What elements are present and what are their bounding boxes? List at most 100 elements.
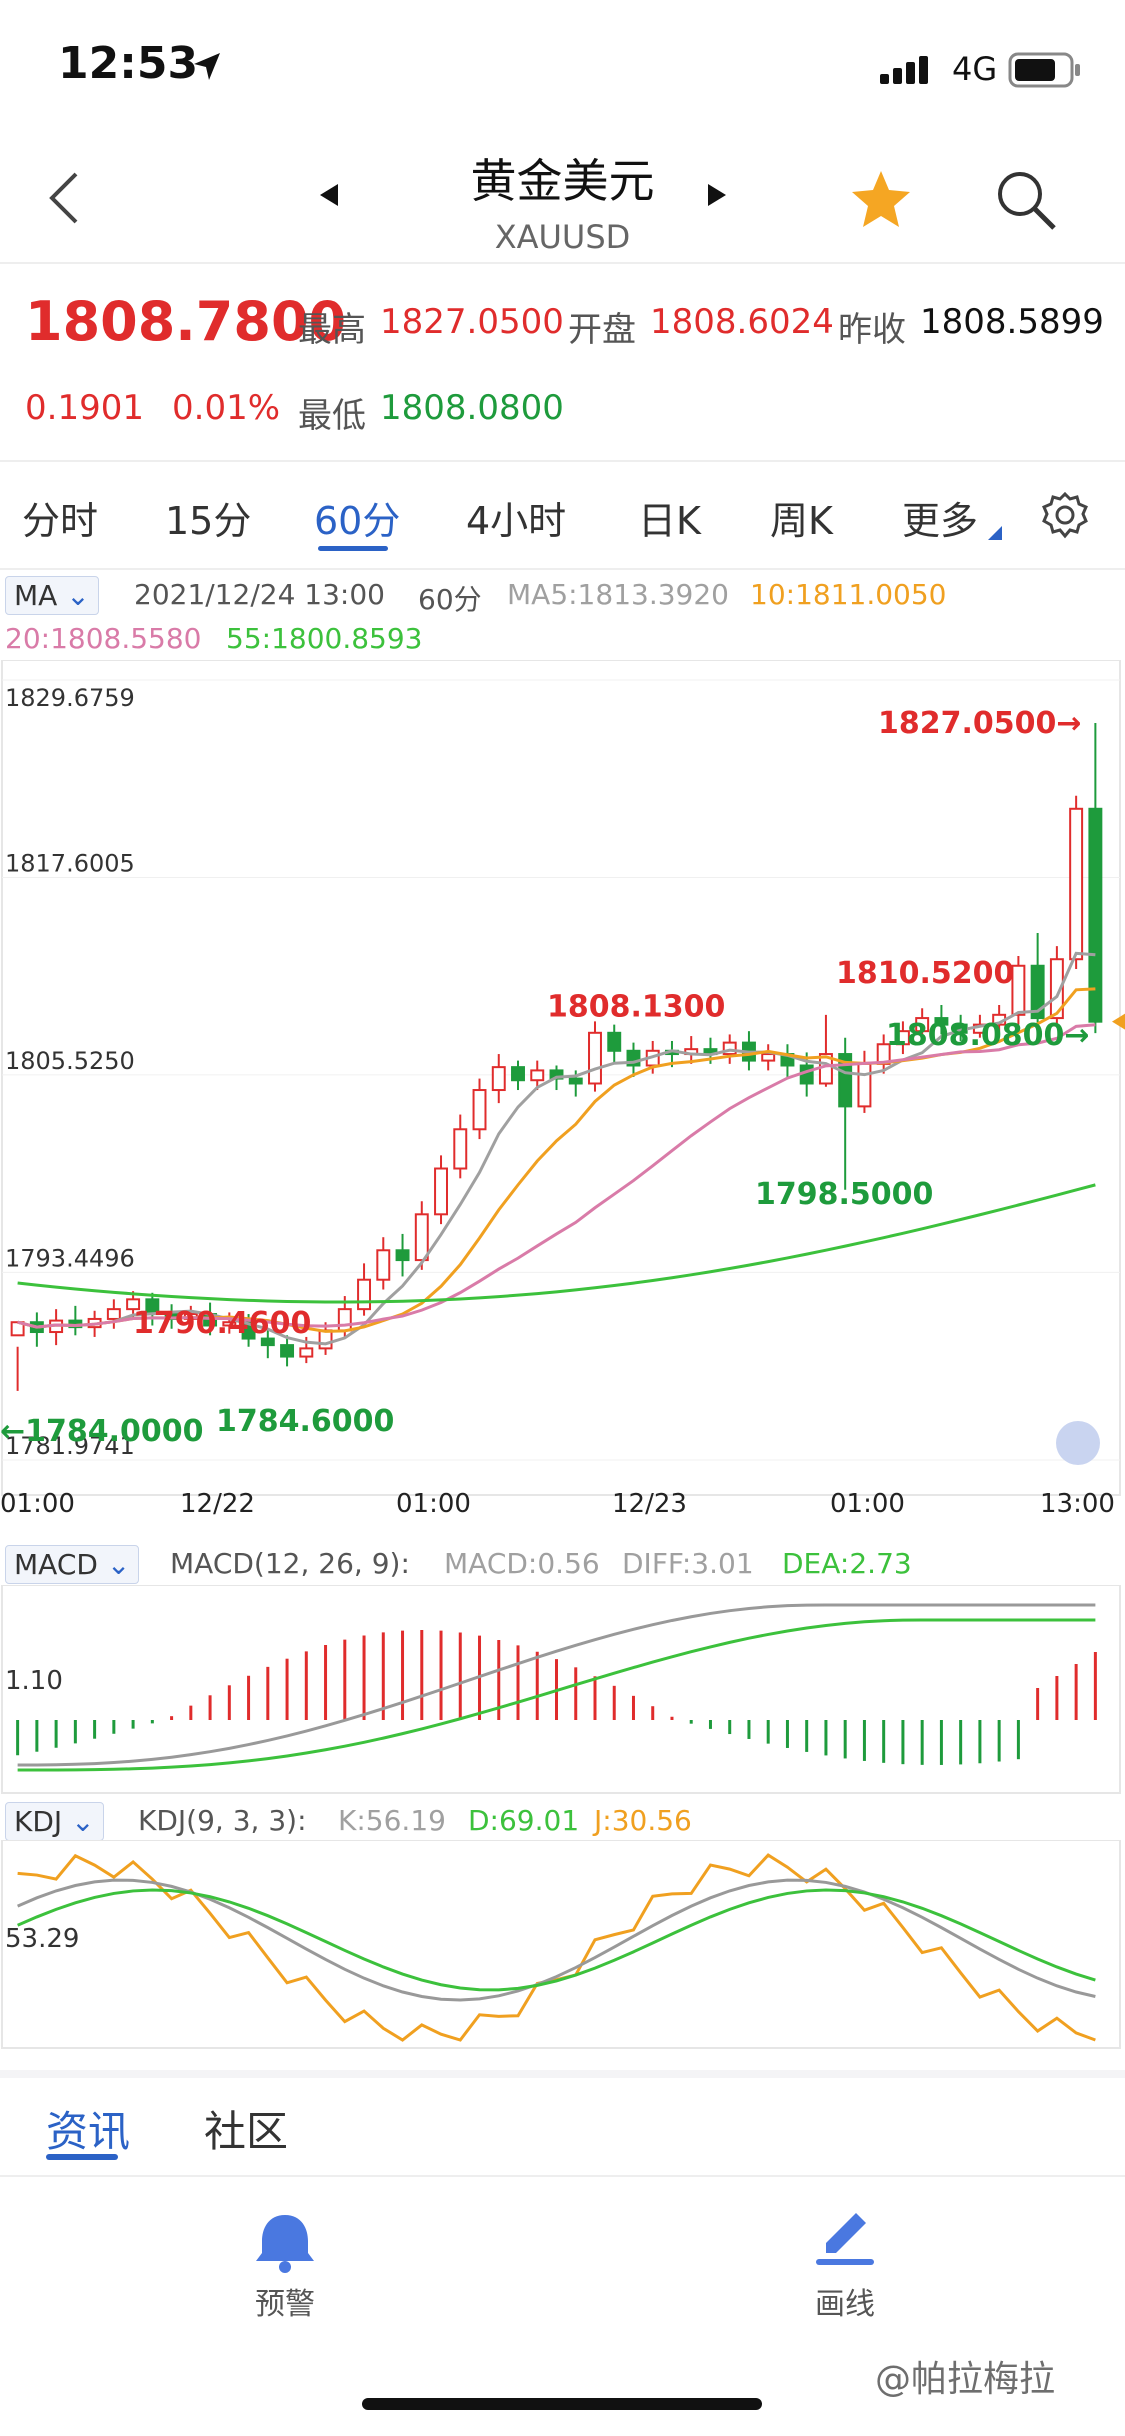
search-icon[interactable] bbox=[992, 166, 1060, 234]
candle-body bbox=[722, 1041, 737, 1056]
price-annotation: 1784.6000 bbox=[216, 1404, 394, 1439]
candle-body bbox=[568, 1077, 583, 1085]
back-icon[interactable] bbox=[40, 168, 90, 228]
candle-body bbox=[434, 1167, 448, 1216]
price-annotation: 1798.5000 bbox=[755, 1177, 933, 1212]
kdj-indicator-selector[interactable]: KDJ ⌄ bbox=[5, 1802, 104, 1841]
price-annotation: 1827.0500→ bbox=[878, 706, 1082, 741]
candle-body bbox=[280, 1344, 295, 1358]
candle-body bbox=[857, 1062, 872, 1108]
favorite-star-icon[interactable] bbox=[848, 168, 914, 232]
candle-body bbox=[10, 1321, 25, 1337]
low-label: 最低 bbox=[298, 396, 366, 436]
next-symbol-icon[interactable] bbox=[704, 180, 730, 210]
dea-value: DEA:2.73 bbox=[782, 1547, 912, 1580]
divider bbox=[0, 262, 1125, 264]
kdj-frame bbox=[1, 1840, 1121, 2049]
candle-body bbox=[530, 1069, 545, 1082]
signal-icon bbox=[880, 56, 928, 84]
pencil-icon bbox=[816, 2213, 874, 2265]
page-subtitle: XAUUSD bbox=[494, 218, 631, 256]
ma-indicator-selector[interactable]: MA ⌄ bbox=[5, 576, 99, 615]
candle-body bbox=[607, 1031, 622, 1052]
candle-body bbox=[357, 1278, 372, 1311]
macd-value: MACD:0.56 bbox=[444, 1547, 600, 1580]
price-annotation: 1790.4600 bbox=[133, 1306, 311, 1341]
candle-body bbox=[1088, 807, 1103, 1023]
draw-line-label: 画线 bbox=[815, 2287, 875, 2322]
ma10-value: 10:1811.0050 bbox=[750, 578, 947, 611]
tab-4hour[interactable]: 4小时 bbox=[466, 499, 567, 543]
x-axis-label: 01:00 bbox=[830, 1489, 905, 1519]
status-time: 12:53 bbox=[58, 38, 199, 89]
candle-body bbox=[395, 1249, 410, 1262]
bar-period: 60分 bbox=[418, 583, 482, 616]
candlestick-chart[interactable]: 1829.6759 1817.6005 1805.5250 1793.4496 1781… bbox=[0, 660, 1125, 1520]
prev-close-value: 1808.5899 bbox=[920, 302, 1104, 342]
ma55-line bbox=[17, 1183, 1096, 1304]
prev-symbol-icon[interactable] bbox=[316, 180, 342, 210]
j-line bbox=[17, 1853, 1096, 2042]
current-price-marker bbox=[1112, 1013, 1125, 1030]
x-axis-label: 13:00 bbox=[1040, 1489, 1115, 1519]
dea-line bbox=[17, 1618, 1096, 1772]
tab-weekly[interactable]: 周K bbox=[770, 499, 833, 543]
x-axis-label: 01:00 bbox=[396, 1489, 471, 1519]
ma55-value: 55:1800.8593 bbox=[226, 622, 423, 655]
settings-gear-icon[interactable] bbox=[1040, 490, 1090, 540]
tab-more[interactable]: 更多 bbox=[902, 499, 979, 543]
candle-body bbox=[626, 1049, 641, 1067]
j-value: J:30.56 bbox=[594, 1804, 692, 1837]
more-dropdown-icon bbox=[988, 526, 1002, 540]
candle-body bbox=[222, 1321, 237, 1327]
alert-button[interactable]: 预警 bbox=[230, 2205, 340, 2322]
ma5-value: MA5:1813.3920 bbox=[507, 578, 729, 611]
open-value: 1808.6024 bbox=[650, 302, 834, 342]
macd-chart[interactable] bbox=[0, 1585, 1125, 1795]
divider bbox=[0, 568, 1125, 570]
crosshair-icon bbox=[1056, 1421, 1100, 1465]
d-line bbox=[17, 1888, 1096, 1992]
ma20-value: 20:1808.5580 bbox=[5, 622, 202, 655]
macd-indicator-selector[interactable]: MACD ⌄ bbox=[5, 1545, 140, 1584]
divider bbox=[0, 460, 1125, 462]
candle-body bbox=[260, 1337, 275, 1347]
price-annotation: ←1784.0000 bbox=[0, 1414, 204, 1449]
candle-body bbox=[915, 1017, 930, 1033]
tab-minute[interactable]: 分时 bbox=[22, 499, 99, 543]
last-price: 1808.7800 bbox=[25, 290, 347, 353]
candle-body bbox=[491, 1066, 506, 1092]
tab-community[interactable]: 社区 bbox=[204, 2107, 289, 2156]
candle-body bbox=[895, 1030, 910, 1046]
divider bbox=[0, 2175, 1125, 2177]
kdj-chart[interactable] bbox=[0, 1840, 1125, 2050]
macd-selector-label: MACD bbox=[14, 1548, 98, 1581]
y-axis-label: 1805.5250 bbox=[5, 1047, 135, 1075]
macd-axis-label: 1.10 bbox=[5, 1666, 63, 1696]
chevron-down-icon: ⌄ bbox=[66, 579, 90, 612]
candle-body bbox=[318, 1329, 333, 1350]
battery-icon bbox=[1008, 52, 1080, 88]
ma5-line bbox=[17, 951, 1096, 1346]
candle-body bbox=[838, 1053, 853, 1108]
y-axis-label: 1817.6005 bbox=[5, 849, 135, 877]
price-annotation: 1808.1300 bbox=[547, 989, 725, 1024]
macd-params: MACD(12, 26, 9): bbox=[170, 1547, 410, 1580]
candle-body bbox=[588, 1031, 602, 1085]
candle-body bbox=[1011, 964, 1026, 1016]
y-axis-label: 1829.6759 bbox=[5, 684, 135, 712]
kdj-params: KDJ(9, 3, 3): bbox=[138, 1804, 307, 1837]
x-axis-label: 01:00 bbox=[0, 1489, 75, 1519]
candle-body bbox=[376, 1249, 391, 1281]
candle-body bbox=[299, 1347, 314, 1358]
tab-15min[interactable]: 15分 bbox=[165, 499, 252, 543]
tab-daily[interactable]: 日K bbox=[638, 499, 701, 543]
change-value: 0.1901 bbox=[25, 388, 144, 428]
tab-news[interactable]: 资讯 bbox=[46, 2107, 131, 2156]
low-value: 1808.0800 bbox=[380, 388, 564, 428]
bell-icon bbox=[256, 2215, 314, 2273]
d-value: D:69.01 bbox=[468, 1804, 580, 1837]
candle-body bbox=[241, 1321, 256, 1340]
draw-line-button[interactable]: 画线 bbox=[790, 2205, 900, 2322]
tab-60min[interactable]: 60分 bbox=[314, 499, 401, 543]
